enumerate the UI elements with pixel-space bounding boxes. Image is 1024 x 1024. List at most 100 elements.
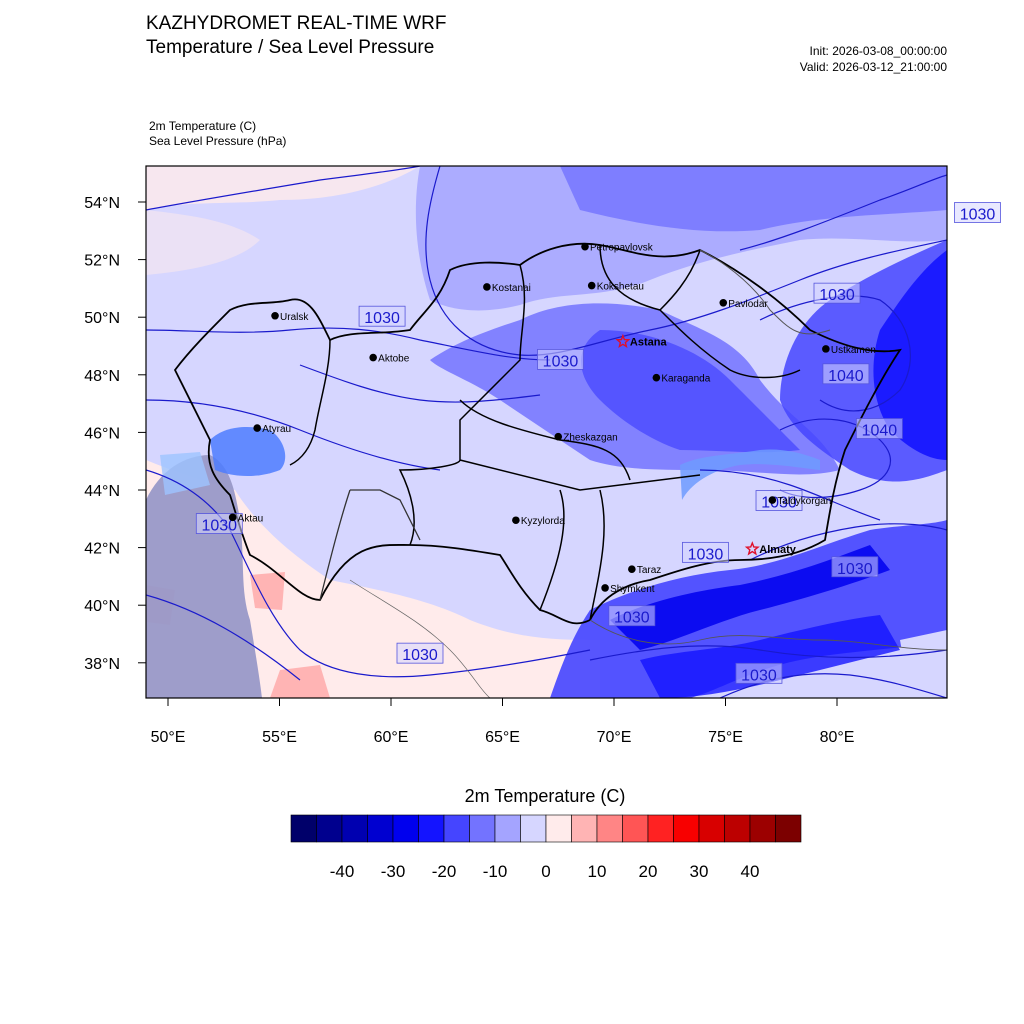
colorbar-tick-label: 10 <box>588 862 607 881</box>
isobar-label: 1030 <box>614 610 650 627</box>
temperature-colorbar: -40 -30 -20 -10 0 10 20 30 40 <box>290 814 802 881</box>
city-dot-marker <box>652 373 661 382</box>
isobar-label-box <box>855 418 903 439</box>
colorbar-tick-label: -40 <box>330 862 355 881</box>
city-label: Kokshetau <box>597 282 644 293</box>
init-time: Init: 2026-03-08_00:00:00 <box>809 44 947 58</box>
city-dot-marker <box>369 353 377 362</box>
isobar-line-4 <box>146 399 441 471</box>
colorbar-tick-label: -10 <box>483 862 508 881</box>
city-dot-marker <box>554 432 563 441</box>
lat-tick-label: 42°N <box>84 541 120 558</box>
city-dot-marker <box>483 283 491 291</box>
isobar-line-3 <box>146 327 551 361</box>
isobar-line-9 <box>739 174 947 251</box>
city-dot-marker <box>628 565 636 573</box>
variable-pressure-label: Sea Level Pressure (hPa) <box>149 134 287 148</box>
colorbar-swatch <box>647 814 674 843</box>
city-label: Kyzylorda <box>521 516 565 527</box>
colorbar-swatch <box>622 814 649 843</box>
colorbar-swatch <box>775 814 802 843</box>
isobar-label-box <box>813 282 861 304</box>
isobar-label: 1030 <box>201 518 237 535</box>
city-dot-marker <box>581 242 589 251</box>
lat-tick-label: 44°N <box>84 483 120 500</box>
cold-zone-pamir <box>640 615 900 698</box>
lat-tick-label: 38°N <box>84 656 120 673</box>
isobar-line-2 <box>425 166 947 356</box>
city-label: Zheskazgan <box>563 433 617 444</box>
isobar-label-box <box>755 490 803 511</box>
colorbar-swatch <box>418 814 445 843</box>
lon-tick-label: 70°E <box>597 729 632 746</box>
isobar-label-box <box>822 363 870 385</box>
map-subtitle: Temperature / Sea Level Pressure <box>146 37 435 58</box>
capital-city-label: Astana <box>630 337 668 349</box>
colorbar-swatch <box>596 814 623 843</box>
city-label: Ustkamen <box>831 345 876 356</box>
lat-tick-label: 46°N <box>84 425 120 442</box>
colorbar-swatch <box>290 814 317 843</box>
city-dot-marker <box>822 345 830 353</box>
isobar-label: 1030 <box>688 546 724 563</box>
variable-temperature-label: 2m Temperature (C) <box>149 119 257 133</box>
lat-tick-label: 54°N <box>84 195 120 212</box>
isobar-label: 1040 <box>862 423 898 440</box>
valid-time: Valid: 2026-03-12_21:00:00 <box>799 60 947 74</box>
lon-tick-label: 60°E <box>374 729 409 746</box>
city-dot-marker <box>719 299 728 307</box>
isobar-label-box <box>537 348 584 370</box>
very-cold-zone-tienshan <box>610 545 890 650</box>
isobar-label-box <box>358 305 406 327</box>
capital-star-marker <box>744 541 760 556</box>
isobar-label-box <box>608 605 656 627</box>
warm-patch-west <box>146 210 260 275</box>
colorbar-swatch <box>749 814 776 843</box>
isobar-label-box <box>831 556 879 578</box>
lon-tick-label: 65°E <box>485 729 520 746</box>
isobar-label-box <box>735 662 783 684</box>
warm-zone-southwest <box>146 460 600 698</box>
city-dot-marker <box>601 584 609 592</box>
temperature-field <box>146 166 947 698</box>
colorbar-tick-label: 30 <box>690 862 709 881</box>
isobar-label-box <box>682 541 729 563</box>
isobar-line-7 <box>146 594 301 681</box>
isobar-label: 1030 <box>837 561 873 578</box>
mild-zone-southeast <box>900 630 947 698</box>
isobar-label: 1030 <box>364 310 400 327</box>
warm-zone-northwest <box>146 166 420 210</box>
lat-tick-label: 50°N <box>84 310 120 327</box>
capital-star-marker <box>615 333 631 349</box>
colorbar-tick-label: -30 <box>381 862 406 881</box>
very-cold-zone-central <box>581 330 800 453</box>
isobar-label: 1030 <box>543 353 579 370</box>
city-label: Atyrau <box>262 424 291 435</box>
colorbar-swatch <box>494 814 521 843</box>
city-dot-marker <box>271 311 279 320</box>
city-dot-marker <box>253 424 261 432</box>
isobar-line-5 <box>146 469 591 678</box>
city-label: Petropavlovsk <box>590 243 654 254</box>
isobar-line-12 <box>749 523 947 561</box>
warm-patch-3 <box>270 665 330 698</box>
lon-tick-label: 50°E <box>151 729 186 746</box>
border-turkmenistan <box>349 579 491 698</box>
lon-tick-label: 80°E <box>820 729 855 746</box>
colorbar-swatch <box>698 814 725 843</box>
isobar-line-1 <box>146 166 421 211</box>
colorbar-swatch <box>724 814 751 843</box>
warm-patch-1 <box>250 572 285 610</box>
colorbar-tick-label: 20 <box>639 862 658 881</box>
cold-band-north <box>560 166 947 232</box>
isobar-line-13 <box>699 469 881 521</box>
colorbar-tick-label: -20 <box>432 862 457 881</box>
isobar-label: 1030 <box>741 667 777 684</box>
capital-city-label: Almaty <box>759 544 797 556</box>
isobar-labels: 1030 1030 1030 1030 1040 1040 1030 1030 1030 1030… <box>195 202 1001 684</box>
axis-ticks: 54°N 52°N 50°N 48°N 46°N 44°N 42°N 40°N 38°N 50°E… <box>84 195 854 746</box>
isobar-label: 1030 <box>960 207 996 224</box>
city-label: Aktau <box>238 513 264 524</box>
